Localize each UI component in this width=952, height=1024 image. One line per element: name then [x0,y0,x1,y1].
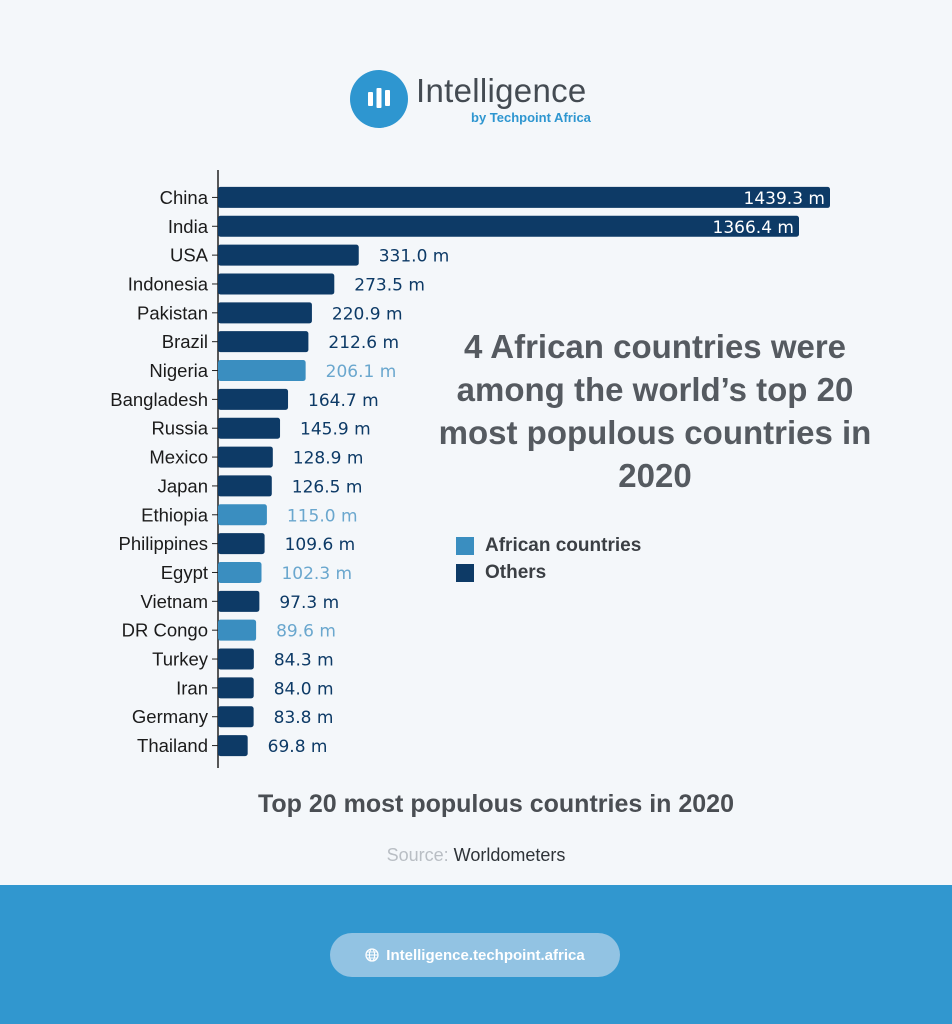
value-label: 1439.3 m [744,189,825,209]
brand-logo: Intelligence by Techpoint Africa [350,70,610,132]
bar-chart-icon [350,70,408,128]
brand-byline: by Techpoint Africa [471,110,591,125]
source-prefix: Source: [386,845,449,865]
category-label: Germany [132,706,209,727]
value-label: 273.5 m [354,275,425,295]
category-label: Russia [151,418,208,439]
category-label: Indonesia [128,273,209,294]
bar-turkey [218,648,254,670]
value-label: 109.6 m [285,535,356,555]
category-label: Thailand [137,735,208,756]
bar-mexico [218,446,273,468]
category-label: Philippines [119,533,208,554]
bar-vietnam [218,590,260,612]
category-label: Brazil [162,331,208,352]
value-label: 220.9 m [332,304,403,324]
value-label: 115.0 m [287,506,358,526]
legend-item-others: Others [456,559,641,586]
legend-label-african: African countries [485,534,642,556]
bar-germany [218,706,254,728]
website-link[interactable]: Intelligence.techpoint.africa [330,933,620,977]
value-label: 145.9 m [300,420,371,440]
brand-name: Intelligence [416,72,587,109]
bar-india [218,215,800,237]
source-line: Source: Worldometers [0,845,952,866]
bar-russia [218,417,281,439]
category-label: Mexico [149,447,208,468]
globe-icon [365,948,379,962]
category-label: Japan [158,475,208,496]
bar-brazil [218,331,309,353]
value-label: 331.0 m [379,247,450,267]
value-label: 69.8 m [268,737,328,757]
category-label: Turkey [152,649,209,670]
bar-iran [218,677,254,699]
value-label: 164.7 m [308,391,379,411]
legend-label-others: Others [485,561,547,583]
category-label: USA [170,245,209,266]
bar-japan [218,475,272,497]
chart-legend: African countries Others [456,532,641,586]
category-label: Vietnam [140,591,208,612]
category-label: China [160,187,209,208]
bar-nigeria [218,360,306,382]
chart-title: Top 20 most populous countries in 2020 [257,790,734,818]
category-label: Pakistan [137,302,208,323]
footer-banner: Intelligence.techpoint.africa [0,885,952,1024]
category-label: Bangladesh [110,389,208,410]
bar-ethiopia [218,504,267,526]
value-label: 128.9 m [293,449,364,469]
bar-pakistan [218,302,312,324]
bar-usa [218,244,359,266]
bar-thailand [218,735,248,757]
legend-item-african: African countries [456,532,641,559]
category-label: Egypt [161,562,208,583]
category-label: Nigeria [149,360,208,381]
value-label: 212.6 m [328,333,399,353]
legend-swatch-african [456,536,474,555]
category-label: Ethiopia [141,504,209,525]
bar-chart: China 1439.3 m India 1366.4 m USA 331.0 m Indo… [110,170,830,768]
bar-egypt [218,561,262,583]
bar-bangladesh [218,388,289,410]
value-label: 1366.4 m [713,218,794,238]
value-label: 97.3 m [279,593,339,613]
category-label: India [168,216,209,237]
legend-swatch-others [456,563,474,582]
value-label: 89.6 m [276,622,336,642]
bar-dr-congo [218,619,257,641]
value-label: 84.3 m [274,651,334,671]
value-label: 84.0 m [274,679,334,699]
category-label: DR Congo [122,620,208,641]
value-label: 126.5 m [292,477,363,497]
website-url: Intelligence.techpoint.africa [386,946,585,964]
bar-philippines [218,533,265,555]
headline: 4 African countries were among the world… [438,328,872,494]
category-label: Iran [176,677,208,698]
value-label: 83.8 m [274,708,334,728]
value-label: 102.3 m [281,564,352,584]
source-name: Worldometers [453,845,566,865]
bar-china [218,186,830,208]
bar-indonesia [218,273,335,295]
value-label: 206.1 m [326,362,397,382]
